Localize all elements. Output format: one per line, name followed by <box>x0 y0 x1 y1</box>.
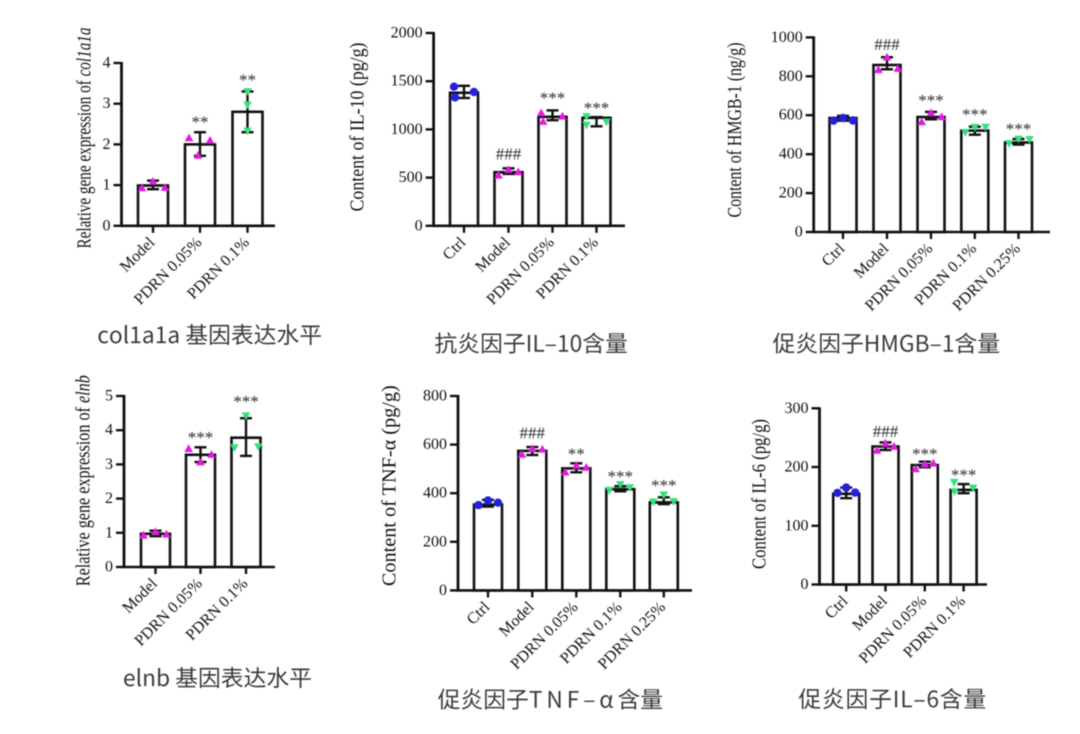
svg-text:300: 300 <box>785 400 809 417</box>
svg-text:400: 400 <box>779 146 803 163</box>
svg-text:Relative gene expression of el: Relative gene expression of elnb <box>73 375 95 586</box>
svg-text:***: *** <box>962 105 988 124</box>
svg-text:2: 2 <box>105 490 113 507</box>
svg-text:Content of IL-10 (pg/g): Content of IL-10 (pg/g) <box>346 43 368 212</box>
svg-text:***: *** <box>608 467 634 486</box>
svg-text:0: 0 <box>439 582 447 599</box>
svg-text:***: *** <box>651 476 677 495</box>
svg-text:Content of IL-6 (pg/g): Content of IL-6 (pg/g) <box>749 419 771 569</box>
svg-text:400: 400 <box>423 485 447 502</box>
svg-text:0: 0 <box>795 224 803 241</box>
svg-text:1000: 1000 <box>771 29 803 46</box>
svg-text:###: ### <box>874 35 900 54</box>
svg-text:2000: 2000 <box>391 25 423 42</box>
svg-text:**: ** <box>568 445 585 464</box>
svg-text:4: 4 <box>103 55 111 72</box>
svg-text:5: 5 <box>105 388 113 405</box>
svg-text:800: 800 <box>779 68 803 85</box>
svg-text:0: 0 <box>105 559 113 576</box>
svg-text:0: 0 <box>103 217 111 234</box>
svg-text:2: 2 <box>103 136 111 153</box>
svg-text:3: 3 <box>105 456 113 473</box>
svg-text:***: *** <box>912 445 938 464</box>
svg-text:1: 1 <box>105 524 113 541</box>
svg-text:1000: 1000 <box>391 121 423 138</box>
svg-text:200: 200 <box>423 533 447 550</box>
svg-text:500: 500 <box>399 169 423 186</box>
svg-text:3: 3 <box>103 95 111 112</box>
svg-text:Relative gene expression of co: Relative gene expression of col1a1a <box>74 27 96 248</box>
svg-text:###: ### <box>496 145 522 164</box>
svg-text:Content of TNF-α (pg/g): Content of TNF-α (pg/g) <box>379 385 401 586</box>
svg-text:***: *** <box>233 392 259 411</box>
svg-text:0: 0 <box>801 576 809 593</box>
svg-text:4: 4 <box>105 422 113 439</box>
svg-text:***: *** <box>540 89 566 108</box>
svg-text:1: 1 <box>103 177 111 194</box>
svg-text:600: 600 <box>779 107 803 124</box>
svg-text:***: *** <box>584 98 610 117</box>
svg-text:100: 100 <box>785 517 809 534</box>
svg-text:***: *** <box>1006 119 1032 138</box>
svg-text:**: ** <box>239 71 256 90</box>
svg-text:600: 600 <box>423 436 447 453</box>
svg-text:###: ### <box>520 423 546 442</box>
svg-text:1500: 1500 <box>391 73 423 90</box>
svg-text:***: *** <box>918 91 944 110</box>
svg-text:200: 200 <box>779 185 803 202</box>
svg-text:###: ### <box>873 422 899 441</box>
svg-text:***: *** <box>188 428 214 447</box>
svg-text:Content of HMGB-1 (ng/g): Content of HMGB-1 (ng/g) <box>724 43 746 218</box>
svg-text:200: 200 <box>785 459 809 476</box>
svg-text:0: 0 <box>415 217 423 234</box>
svg-text:***: *** <box>951 466 977 485</box>
svg-text:800: 800 <box>423 388 447 405</box>
svg-text:**: ** <box>192 112 209 131</box>
